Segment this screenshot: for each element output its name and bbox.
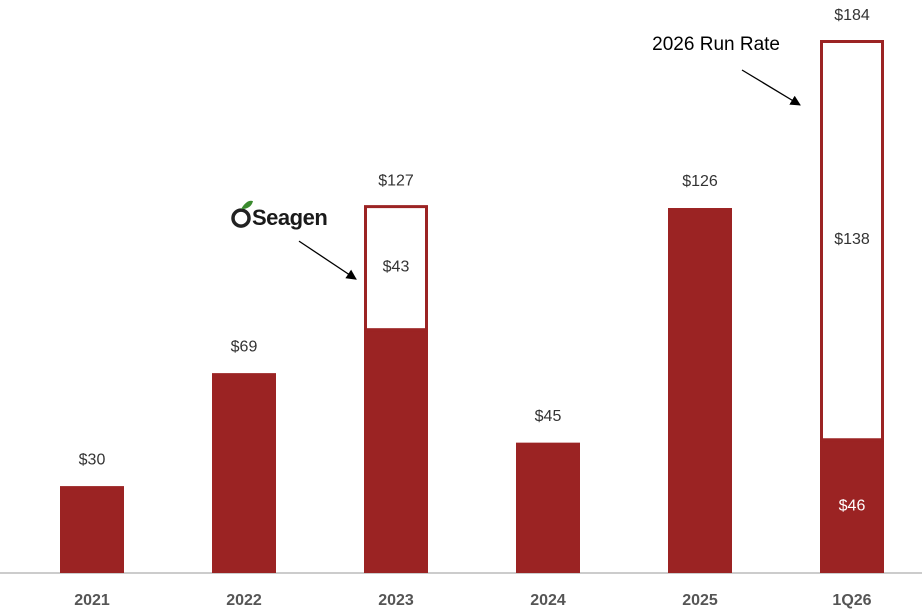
bar <box>516 442 580 573</box>
logo-icon <box>231 208 251 228</box>
x-tick-label: 1Q26 <box>832 592 871 609</box>
logo-leaf <box>241 200 253 210</box>
x-tick-label: 2025 <box>682 592 718 609</box>
bar <box>820 439 884 573</box>
annotation: 2026 Run Rate <box>652 34 780 55</box>
x-tick-label: 2024 <box>530 592 566 609</box>
bar <box>364 329 428 573</box>
x-tick-label: 2021 <box>74 592 110 609</box>
annotation: Seagen <box>252 205 327 230</box>
data-label: $138 <box>834 231 870 248</box>
bar-outline <box>364 205 428 332</box>
data-label: $69 <box>231 338 258 355</box>
bar <box>60 486 124 573</box>
x-tick-label: 2022 <box>226 592 262 609</box>
data-label: $45 <box>535 408 562 425</box>
data-label: $43 <box>383 259 410 276</box>
data-label: $46 <box>839 498 866 515</box>
total-label: $127 <box>378 172 414 189</box>
annotation-arrow <box>298 240 357 280</box>
x-tick-label: 2023 <box>378 592 414 609</box>
data-label: $126 <box>682 173 718 190</box>
bar-outline <box>820 40 884 442</box>
annotation-arrow <box>741 69 801 106</box>
bar <box>668 208 732 573</box>
data-label: $30 <box>79 451 106 468</box>
total-label: $184 <box>834 7 870 24</box>
bar <box>212 373 276 573</box>
